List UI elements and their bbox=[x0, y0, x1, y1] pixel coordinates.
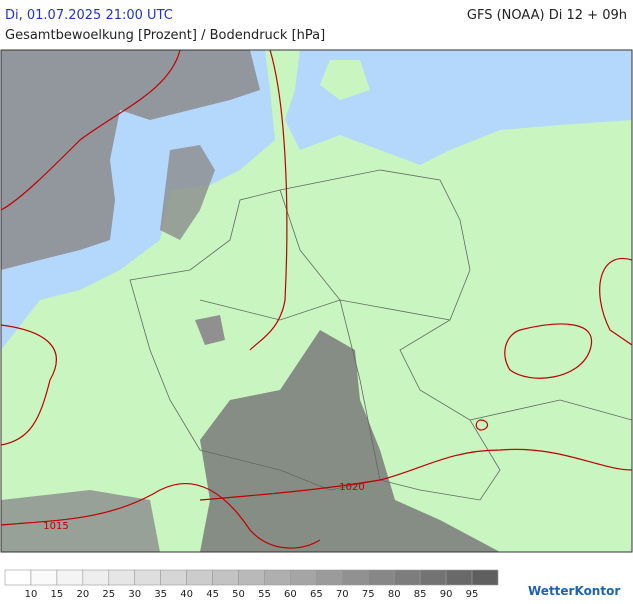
legend-label: 30 bbox=[128, 589, 141, 600]
legend-label: 20 bbox=[76, 589, 89, 600]
isobar-label: 1015 bbox=[43, 521, 68, 532]
legend-label: 60 bbox=[284, 589, 297, 600]
legend-label: 25 bbox=[102, 589, 115, 600]
legend-swatch bbox=[108, 569, 136, 586]
legend-label: 75 bbox=[362, 589, 375, 600]
legend-swatch bbox=[367, 569, 395, 586]
legend-swatch bbox=[419, 569, 447, 586]
legend-swatch bbox=[4, 569, 32, 586]
legend-swatch bbox=[471, 569, 499, 586]
legend-label: 90 bbox=[440, 589, 453, 600]
legend-swatch bbox=[264, 569, 291, 586]
datetime: Di, 01.07.2025 21:00 UTC bbox=[5, 8, 173, 23]
model-run: GFS (NOAA) Di 12 + 09h bbox=[467, 8, 627, 23]
legend-swatch bbox=[134, 569, 161, 586]
legend-label: 45 bbox=[206, 589, 219, 600]
legend-swatch bbox=[212, 569, 239, 586]
map: 1020 1015 bbox=[0, 49, 633, 553]
legend-label: 95 bbox=[466, 589, 479, 600]
legend-label: 55 bbox=[258, 589, 271, 600]
legend-swatch bbox=[290, 569, 317, 586]
legend-swatch bbox=[316, 569, 343, 586]
legend-label: 10 bbox=[25, 589, 38, 600]
legend-swatch bbox=[160, 569, 187, 586]
legend-swatch bbox=[342, 569, 369, 586]
legend: 10 15 20 25 30 35 40 45 50 55 60 65 70 75 80 85 90 95 bbox=[4, 569, 499, 600]
legend-swatch bbox=[56, 569, 84, 586]
legend-label: 40 bbox=[180, 589, 193, 600]
legend-label: 85 bbox=[414, 589, 427, 600]
legend-label: 65 bbox=[310, 589, 323, 600]
legend-swatch bbox=[82, 569, 110, 586]
isobar-label: 1020 bbox=[339, 482, 364, 493]
logo: WetterKontor bbox=[528, 584, 620, 598]
legend-swatch bbox=[238, 569, 265, 586]
legend-label: 15 bbox=[51, 589, 64, 600]
legend-label: 50 bbox=[232, 589, 245, 600]
legend-swatch bbox=[393, 569, 421, 586]
legend-label: 80 bbox=[388, 589, 401, 600]
legend-swatch bbox=[30, 569, 58, 586]
subtitle: Gesamtbewoelkung [Prozent] / Bodendruck … bbox=[5, 28, 325, 43]
legend-swatch bbox=[445, 569, 473, 586]
legend-label: 70 bbox=[336, 589, 349, 600]
legend-swatch bbox=[186, 569, 213, 586]
legend-label: 35 bbox=[154, 589, 167, 600]
